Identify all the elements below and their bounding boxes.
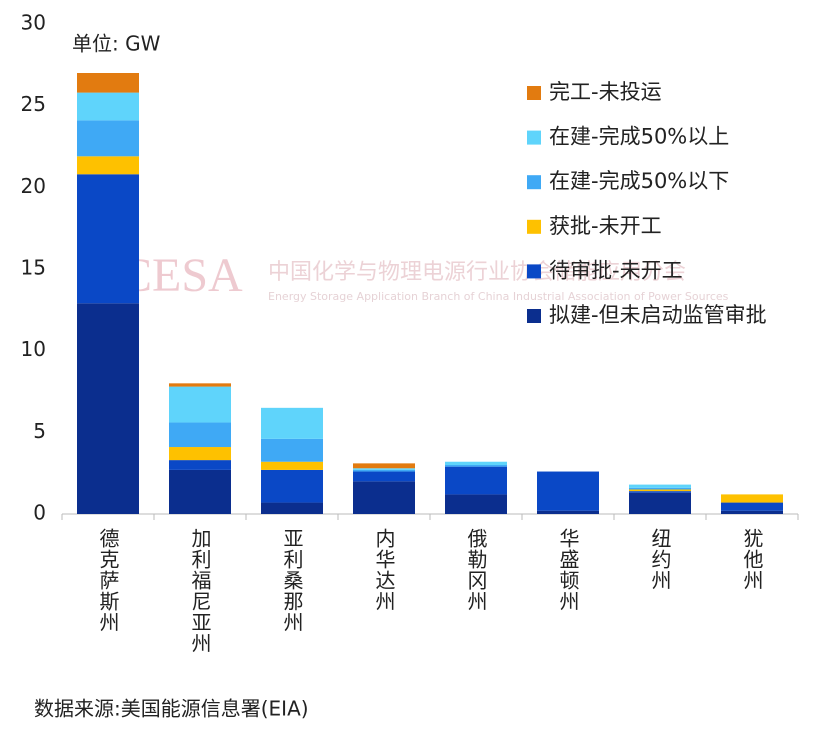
legend-label: 完工-未投运 bbox=[549, 80, 662, 104]
bar-segment bbox=[721, 510, 783, 514]
x-tick-label: 亚利桑那州 bbox=[280, 528, 304, 633]
bar-segment bbox=[445, 461, 507, 465]
bar-segment bbox=[77, 73, 139, 93]
y-tick-label: 5 bbox=[33, 419, 46, 443]
bar-segment bbox=[629, 492, 691, 514]
bar-segment bbox=[77, 120, 139, 157]
bar-segment bbox=[169, 447, 231, 461]
unit-label: 单位: GW bbox=[72, 32, 161, 56]
y-tick-label: 20 bbox=[21, 174, 46, 198]
bar-segment bbox=[77, 156, 139, 175]
y-tick-label: 25 bbox=[21, 92, 46, 116]
bar-segment bbox=[169, 383, 231, 387]
y-tick-label: 15 bbox=[21, 256, 46, 280]
legend-swatch bbox=[527, 309, 541, 323]
bar-segment bbox=[353, 468, 415, 470]
watermark-logo: CESA bbox=[120, 249, 243, 302]
bar-segment bbox=[353, 471, 415, 482]
bar-segment bbox=[445, 465, 507, 467]
x-tick-label: 内华达州 bbox=[372, 528, 396, 612]
bar-segment bbox=[169, 422, 231, 448]
legend-swatch bbox=[527, 219, 541, 234]
watermark-subtext: Energy Storage Application Branch of Chi… bbox=[268, 290, 729, 303]
legend-label: 获批-未开工 bbox=[549, 214, 662, 238]
bar-segment bbox=[261, 438, 323, 462]
y-tick-label: 30 bbox=[21, 11, 46, 35]
y-tick-label: 0 bbox=[33, 501, 46, 525]
bar-segment bbox=[629, 491, 691, 493]
bar-segment bbox=[77, 174, 139, 304]
legend-label: 在建-完成50%以上 bbox=[549, 125, 729, 149]
bar-segment bbox=[353, 469, 415, 472]
bar-segment bbox=[353, 481, 415, 514]
bar-segment bbox=[353, 463, 415, 469]
bar-segment bbox=[77, 92, 139, 121]
bar-segment bbox=[721, 494, 783, 503]
bar-segment bbox=[169, 386, 231, 423]
bar-segment bbox=[629, 484, 691, 488]
x-tick-label: 纽约州 bbox=[648, 528, 672, 591]
bar-segment bbox=[445, 494, 507, 514]
bar-segment bbox=[629, 487, 691, 490]
source-note: 数据来源:美国能源信息署(EIA) bbox=[34, 697, 309, 721]
bar-segment bbox=[169, 469, 231, 514]
legend-label: 拟建-但未启动监管审批 bbox=[549, 303, 767, 327]
x-tick-label: 犹他州 bbox=[740, 528, 764, 591]
x-tick-label: 俄勒冈州 bbox=[464, 528, 488, 612]
legend-swatch bbox=[527, 264, 541, 279]
bar-segment bbox=[445, 466, 507, 495]
bar-segment bbox=[77, 303, 139, 514]
legend-swatch bbox=[527, 130, 541, 145]
bar-segment bbox=[261, 469, 323, 503]
y-tick-label: 10 bbox=[21, 337, 46, 361]
legend-swatch bbox=[527, 86, 541, 100]
bar-segment bbox=[261, 461, 323, 470]
bar-segment bbox=[629, 489, 691, 492]
legend-label: 在建-完成50%以下 bbox=[549, 169, 729, 193]
bar-segment bbox=[721, 502, 783, 511]
bar-segment bbox=[537, 510, 599, 514]
bar-segment bbox=[169, 460, 231, 470]
bar-segment bbox=[537, 471, 599, 511]
bar-segment bbox=[261, 502, 323, 514]
watermark-text: 中国化学与物理电源行业协会储能应用分会 bbox=[268, 260, 686, 285]
bar-segment bbox=[261, 407, 323, 439]
x-tick-label: 德克萨斯州 bbox=[96, 528, 120, 633]
x-tick-label: 加利福尼亚州 bbox=[188, 528, 212, 654]
legend-label: 待审批-未开工 bbox=[549, 258, 683, 282]
legend-swatch bbox=[527, 175, 541, 190]
x-tick-label: 华盛顿州 bbox=[556, 528, 580, 612]
